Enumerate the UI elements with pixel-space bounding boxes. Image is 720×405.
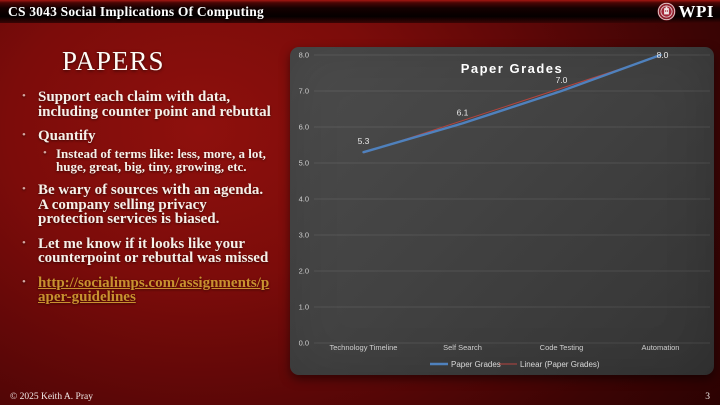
svg-text:5.0: 5.0 [299,159,309,168]
svg-text:8.0: 8.0 [657,50,669,60]
bullet-item: • Instead of terms like: less, more, a lo… [22,145,274,174]
svg-text:Self Search: Self Search [443,343,482,352]
bullet-marker: • [22,129,26,142]
page-title: PAPERS [62,46,165,76]
paper-grades-chart-svg: 0.0 1.0 2.0 3.0 4.0 5.0 6.0 7.0 8.0 Paper Grades 5… [299,50,710,369]
svg-text:3.0: 3.0 [299,231,309,240]
svg-text:6.0: 6.0 [299,123,309,132]
wpi-logo: WPI [657,2,720,22]
bullet-marker: • [22,183,26,196]
bullet-list: • Support each claim with data, including… [22,90,274,305]
bullet-text: Be wary of sources with an agenda. A com… [38,182,264,228]
bullet-item: • Let me know if it looks like your count… [22,235,274,267]
svg-text:6.1: 6.1 [457,107,469,117]
svg-text:0.0: 0.0 [299,339,309,348]
bullet-text: Instead of terms like: less, more, a lot… [56,145,266,174]
svg-text:4.0: 4.0 [299,195,309,204]
svg-text:7.0: 7.0 [299,87,309,96]
svg-text:Paper Grades: Paper Grades [461,61,564,76]
svg-text:5.3: 5.3 [358,136,370,146]
bullet-marker: • [22,236,26,249]
bullet-text: Quantify [38,128,96,145]
bullet-marker: • [43,146,47,159]
bullet-marker: • [22,275,26,288]
svg-text:2.0: 2.0 [299,267,309,276]
bullet-text: Let me know if it looks like your counte… [38,235,269,267]
bullet-text: Support each claim with data, including … [38,89,271,120]
svg-text:7.0: 7.0 [556,75,568,85]
bullet-item-link: • http://socialimps.com/assignments/paper… [22,274,274,306]
bullet-item: • Be wary of sources with an agenda. A co… [22,183,274,227]
page-number: 3 [705,392,710,402]
svg-text:1.0: 1.0 [299,303,309,312]
svg-text:Code Testing: Code Testing [540,343,584,352]
wpi-seal-icon [657,2,675,21]
svg-text:8.0: 8.0 [299,51,309,60]
wpi-logo-text: WPI [678,1,714,21]
copyright-text: © 2025 Keith A. Pray [10,392,93,402]
paper-guidelines-link[interactable]: http://socialimps.com/assignments/paper-… [38,274,270,306]
slide-body-text: PAPERS • Support each claim with data, in… [22,46,280,315]
svg-text:Technology Timeline: Technology Timeline [330,343,398,352]
bullet-item: • Quantify [22,129,274,144]
paper-grades-chart: 0.0 1.0 2.0 3.0 4.0 5.0 6.0 7.0 8.0 Paper Grades 5… [290,47,714,375]
course-title: CS 3043 Social Implications Of Computing [8,3,264,19]
bullet-item: • Support each claim with data, including… [22,90,274,119]
slide-header-bar: CS 3043 Social Implications Of Computing… [0,0,720,23]
bullet-marker: • [22,90,26,102]
svg-text:Paper Grades: Paper Grades [451,360,501,369]
svg-text:Linear (Paper Grades): Linear (Paper Grades) [520,360,600,369]
svg-text:Automation: Automation [642,343,680,352]
